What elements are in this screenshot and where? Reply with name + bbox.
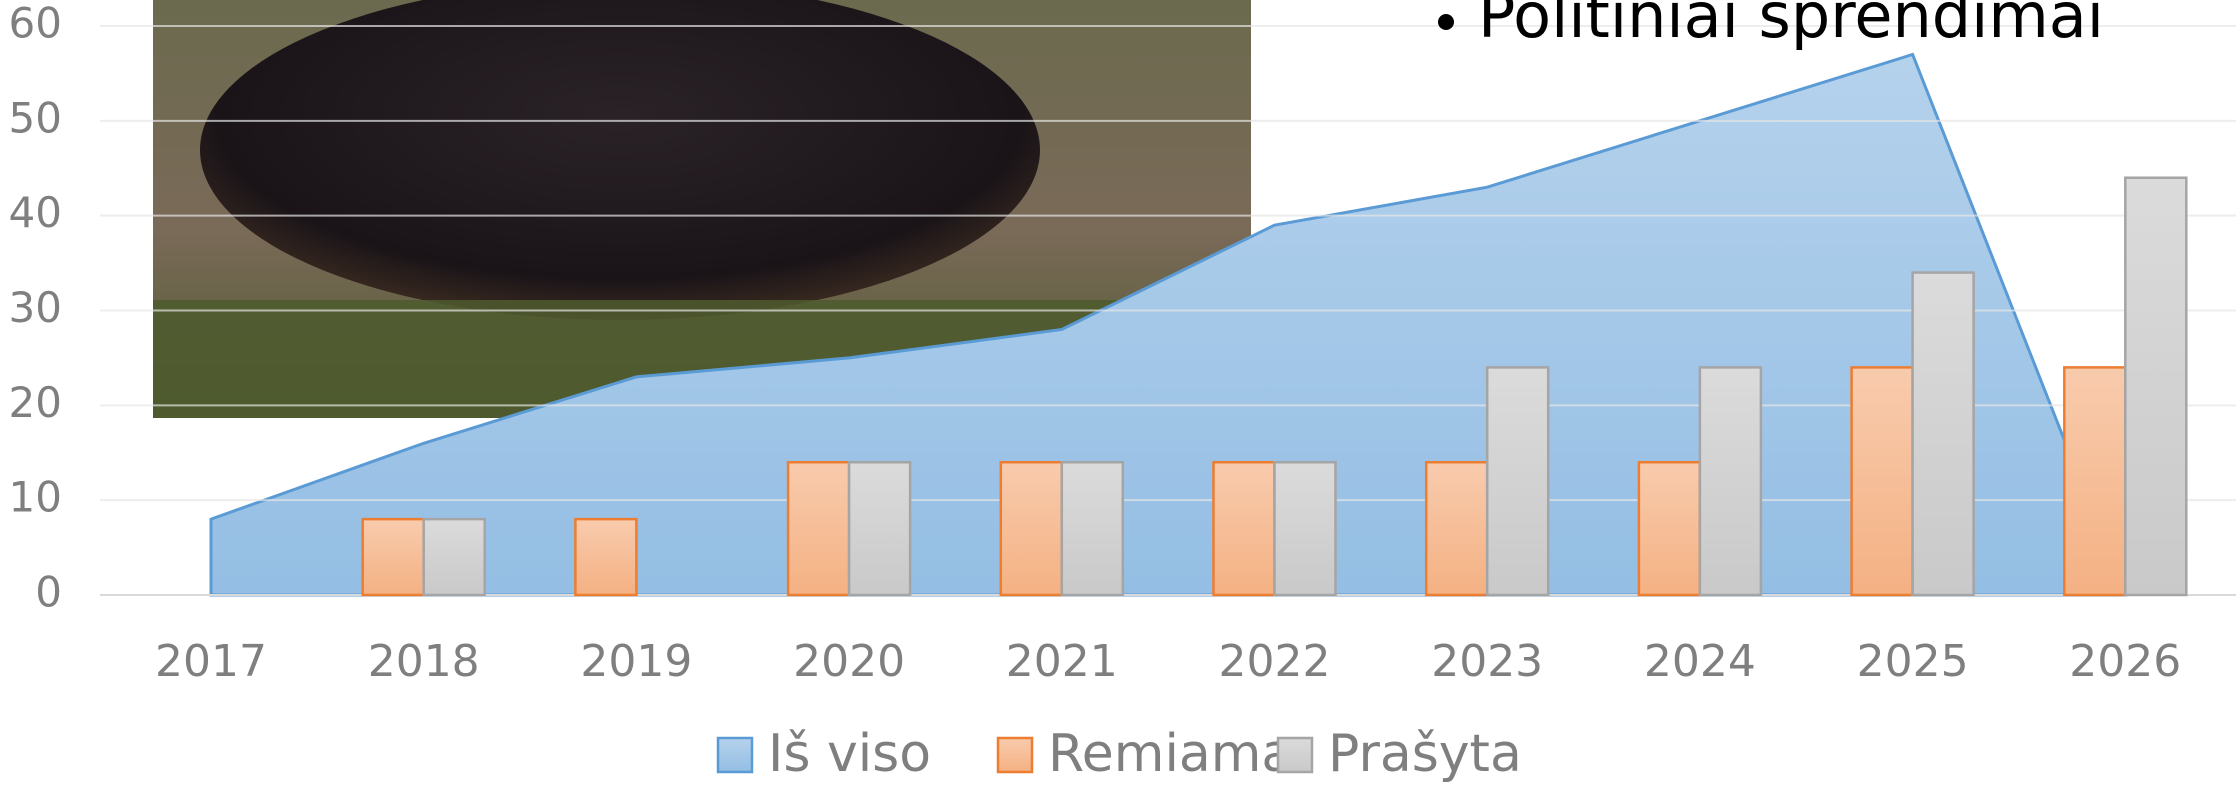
bar [2125,178,2186,595]
x-tick-label: 2023 [1431,636,1543,687]
y-tick-label: 30 [9,283,62,332]
bar [575,519,636,595]
y-tick-label: 0 [35,568,62,617]
legend-swatch [1278,738,1312,772]
x-tick-label: 2019 [580,636,692,687]
x-tick-label: 2024 [1644,636,1756,687]
page: 0 10 20 30 40 50 60 2017 2018 2019 2020 2021 2022 202… [0,0,2236,787]
y-tick-label: 20 [9,378,62,427]
bar [1214,462,1275,595]
legend-label: Remiama [1048,724,1293,784]
x-tick-label: 2022 [1219,636,1331,687]
bar [1639,462,1700,595]
bar [1487,367,1548,595]
bar [1852,367,1913,595]
bar [1913,273,1974,595]
bar [363,519,424,595]
x-tick-label: 2018 [368,636,480,687]
bar [424,519,485,595]
bullet [1438,14,1454,30]
y-tick-label: 60 [9,0,62,48]
y-tick-label: 10 [9,473,62,522]
bar [2064,367,2125,595]
bar [788,462,849,595]
x-tick-label: 2017 [155,636,267,687]
bar [1426,462,1487,595]
y-tick-label: 50 [9,93,62,142]
annotation: Politiniai sprendimai [1478,0,2104,52]
x-tick-label: 2026 [2069,636,2181,687]
x-tick-label: 2025 [1857,636,1969,687]
bar [1700,367,1761,595]
legend-swatch [998,738,1032,772]
bar [1275,462,1336,595]
chart: 0 10 20 30 40 50 60 2017 2018 2019 2020 2021 2022 202… [0,0,2236,787]
bar [1062,462,1123,595]
legend-label: Iš viso [768,724,931,784]
y-tick-label: 40 [9,188,62,237]
legend-label: Prašyta [1328,724,1522,784]
bar [1001,462,1062,595]
legend-swatch [718,738,752,772]
x-tick-label: 2021 [1006,636,1118,687]
x-tick-label: 2020 [793,636,905,687]
bar [849,462,910,595]
